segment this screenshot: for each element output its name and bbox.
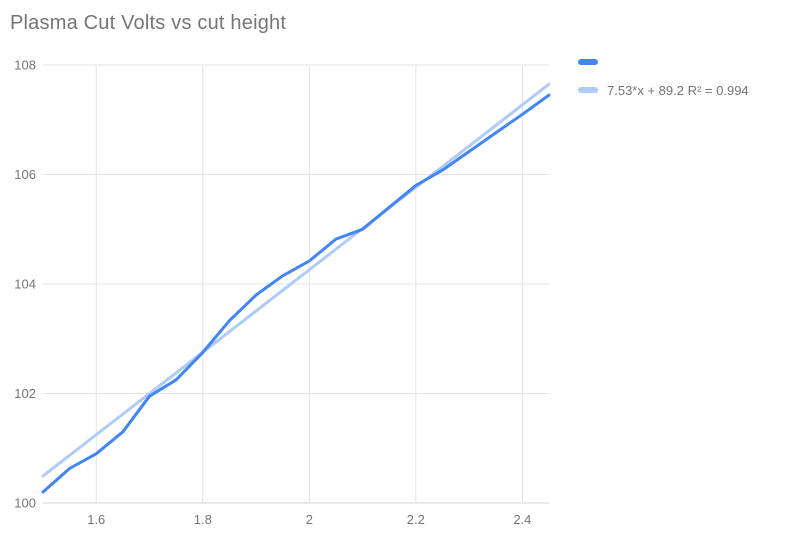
y-tick-label: 106 — [14, 167, 36, 182]
x-tick-label: 2.2 — [407, 512, 425, 527]
y-tick-label: 100 — [14, 496, 36, 511]
trendline — [41, 82, 551, 478]
y-tick-label: 102 — [14, 386, 36, 401]
series-swatch — [578, 59, 598, 65]
x-tick-label: 2.4 — [513, 512, 531, 527]
chart-title: Plasma Cut Volts vs cut height — [10, 12, 287, 34]
legend-item-series — [578, 56, 749, 68]
y-tick-label: 108 — [14, 58, 36, 73]
x-tick-label: 1.6 — [87, 512, 105, 527]
trendline-swatch — [578, 87, 598, 93]
x-tick-label: 1.8 — [194, 512, 212, 527]
legend: 7.53*x + 89.2 R² = 0.994 — [578, 56, 749, 112]
y-tick-label: 104 — [14, 277, 36, 292]
trendline-label: 7.53*x + 89.2 R² = 0.994 — [607, 82, 749, 98]
series-line — [41, 93, 551, 494]
legend-item-trendline: 7.53*x + 89.2 R² = 0.994 — [578, 82, 749, 98]
x-tick-label: 2 — [306, 512, 313, 527]
